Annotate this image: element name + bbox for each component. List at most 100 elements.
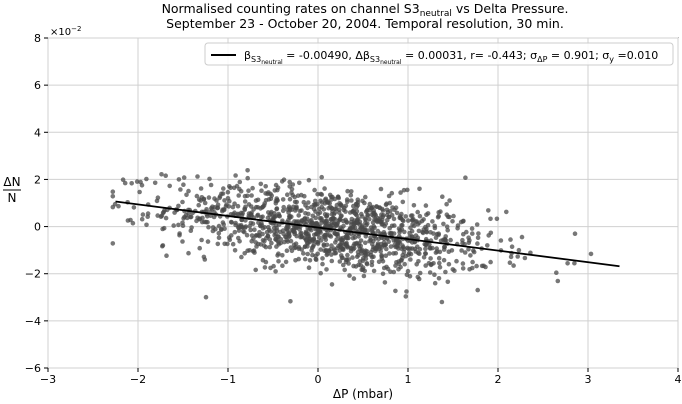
data-point [144, 176, 149, 182]
data-point [332, 216, 338, 222]
data-point [277, 229, 283, 235]
data-point [359, 267, 365, 273]
data-point [273, 198, 279, 204]
data-point [269, 240, 274, 246]
x-tick-label: 1 [405, 373, 412, 386]
data-point [448, 237, 453, 243]
data-point [455, 226, 460, 231]
data-point [313, 257, 319, 263]
data-point [295, 193, 301, 198]
data-point [565, 261, 570, 266]
data-point [411, 203, 417, 208]
data-point [215, 241, 221, 247]
data-point [327, 224, 333, 229]
data-point [280, 208, 286, 214]
data-point [369, 254, 375, 260]
data-point [428, 256, 433, 261]
data-point [196, 197, 202, 202]
data-point [299, 208, 304, 213]
data-point [321, 243, 327, 248]
data-point [365, 228, 371, 233]
data-point [442, 244, 447, 250]
data-point [388, 209, 393, 214]
data-point [318, 270, 324, 276]
data-point [281, 204, 287, 210]
data-point [297, 180, 302, 186]
data-point [207, 176, 212, 182]
data-point [402, 229, 407, 235]
data-point [424, 229, 430, 235]
data-point [329, 205, 335, 211]
data-point [371, 213, 377, 219]
data-point [462, 250, 468, 255]
data-point [205, 239, 211, 244]
data-point [415, 209, 421, 215]
data-point [341, 207, 347, 213]
data-point [355, 203, 361, 208]
data-point [214, 198, 219, 203]
data-point [391, 269, 397, 275]
data-point [271, 229, 277, 234]
data-point [310, 244, 316, 249]
data-point [398, 215, 404, 221]
data-point [417, 270, 423, 276]
data-point [144, 222, 149, 228]
data-point [325, 229, 330, 234]
data-point [444, 212, 450, 217]
data-point [197, 216, 203, 221]
data-point [164, 253, 169, 258]
data-point [437, 249, 443, 255]
data-point [332, 210, 338, 215]
data-point [293, 258, 298, 263]
data-point [325, 212, 330, 218]
data-point [264, 235, 269, 241]
data-point [302, 235, 307, 241]
data-point [303, 229, 309, 235]
data-point [248, 227, 253, 233]
data-point [486, 208, 491, 213]
data-point [363, 194, 368, 200]
data-point [318, 230, 323, 235]
data-point [288, 299, 293, 304]
data-point [447, 198, 452, 203]
data-point [393, 250, 399, 256]
data-point [285, 239, 291, 244]
data-point [228, 219, 234, 225]
x-tick-label: 4 [675, 373, 682, 386]
data-point [400, 245, 406, 250]
data-point [410, 213, 415, 218]
data-point [225, 189, 231, 195]
data-point [325, 251, 330, 256]
data-point [507, 260, 513, 266]
data-point [280, 197, 286, 202]
data-point [405, 187, 410, 193]
data-point [155, 213, 160, 218]
data-point [315, 222, 320, 227]
data-point [437, 260, 442, 266]
data-point [338, 214, 344, 219]
data-point [404, 272, 410, 278]
data-point [160, 243, 165, 249]
data-point [163, 173, 168, 178]
data-point [380, 208, 386, 213]
data-point [201, 196, 207, 202]
data-point [488, 230, 494, 236]
data-point [139, 183, 145, 188]
data-point [139, 216, 145, 222]
data-point [404, 289, 409, 294]
data-point [201, 254, 207, 260]
x-tick-label: −3 [40, 373, 56, 386]
data-point [432, 272, 437, 278]
data-point [305, 244, 310, 249]
data-point [171, 223, 176, 228]
data-point [160, 210, 166, 216]
data-point [369, 262, 375, 268]
data-point [239, 212, 245, 218]
data-point [415, 250, 421, 256]
data-point [519, 234, 525, 240]
data-point [176, 222, 181, 228]
data-point [413, 233, 419, 238]
data-point [380, 259, 386, 264]
data-point [263, 259, 269, 265]
data-point [351, 208, 357, 213]
